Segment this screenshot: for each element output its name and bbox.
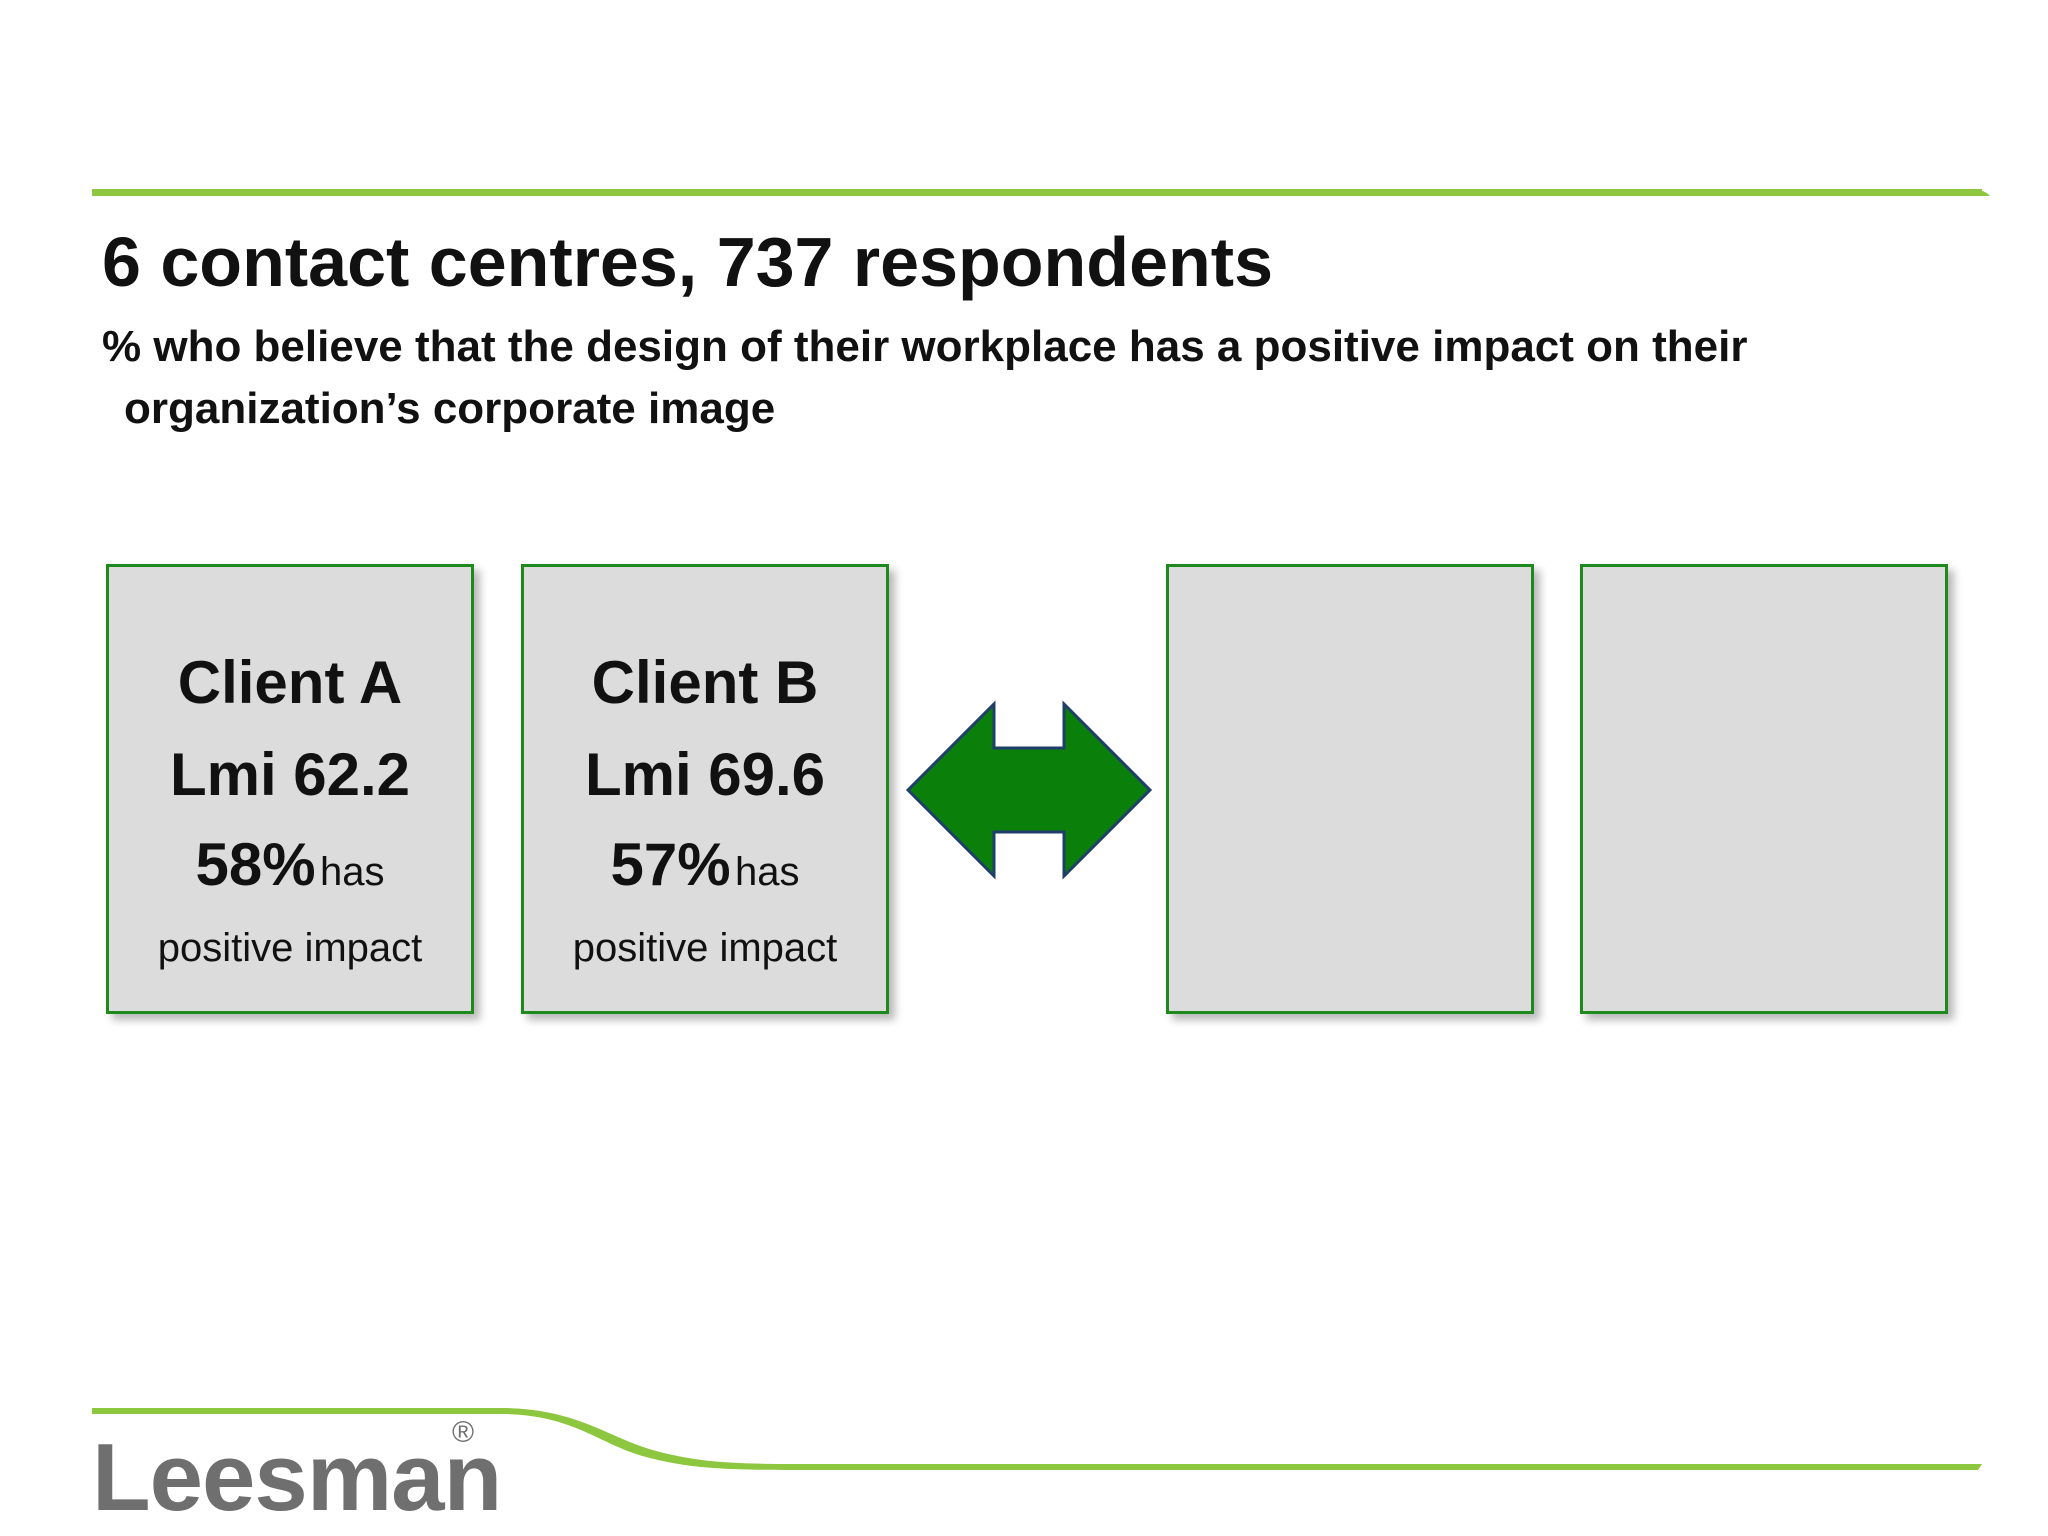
impact-has: has [735, 850, 800, 894]
impact-has: has [320, 850, 385, 894]
lmi-score: Lmi 62.2 [169, 741, 411, 808]
registered-mark: ® [452, 1416, 475, 1449]
footer-accent-swoosh [92, 1408, 1982, 1470]
impact-percent: 58% [195, 831, 316, 898]
impact-percent: 57% [610, 831, 731, 898]
client-name: Client A [177, 649, 403, 716]
top-accent-rule [92, 189, 1990, 196]
empty-card-1 [1166, 564, 1534, 1014]
slide-title: 6 contact centres, 737 respondents [102, 223, 1273, 301]
impact-label: positive impact [157, 926, 423, 970]
slide-subtitle: % who believe that the design of their w… [102, 316, 1862, 440]
impact-label: positive impact [572, 926, 838, 970]
impact-line: 57% has [524, 823, 886, 923]
client-card-a: Client A Lmi 62.2 58% has positive impac… [106, 564, 474, 1014]
client-name: Client B [591, 649, 819, 716]
lmi-score: Lmi 69.6 [584, 741, 826, 808]
impact-line: 58% has [109, 823, 471, 923]
double-headed-arrow-icon [906, 700, 1153, 880]
client-card-b: Client B Lmi 69.6 57% has positive impac… [521, 564, 889, 1014]
subtitle-line-1: % who believe that the design of their w… [102, 322, 1748, 371]
leesman-logo: Leesman [92, 1424, 502, 1531]
empty-card-2 [1580, 564, 1948, 1014]
subtitle-line-2: organization’s corporate image [124, 384, 776, 433]
